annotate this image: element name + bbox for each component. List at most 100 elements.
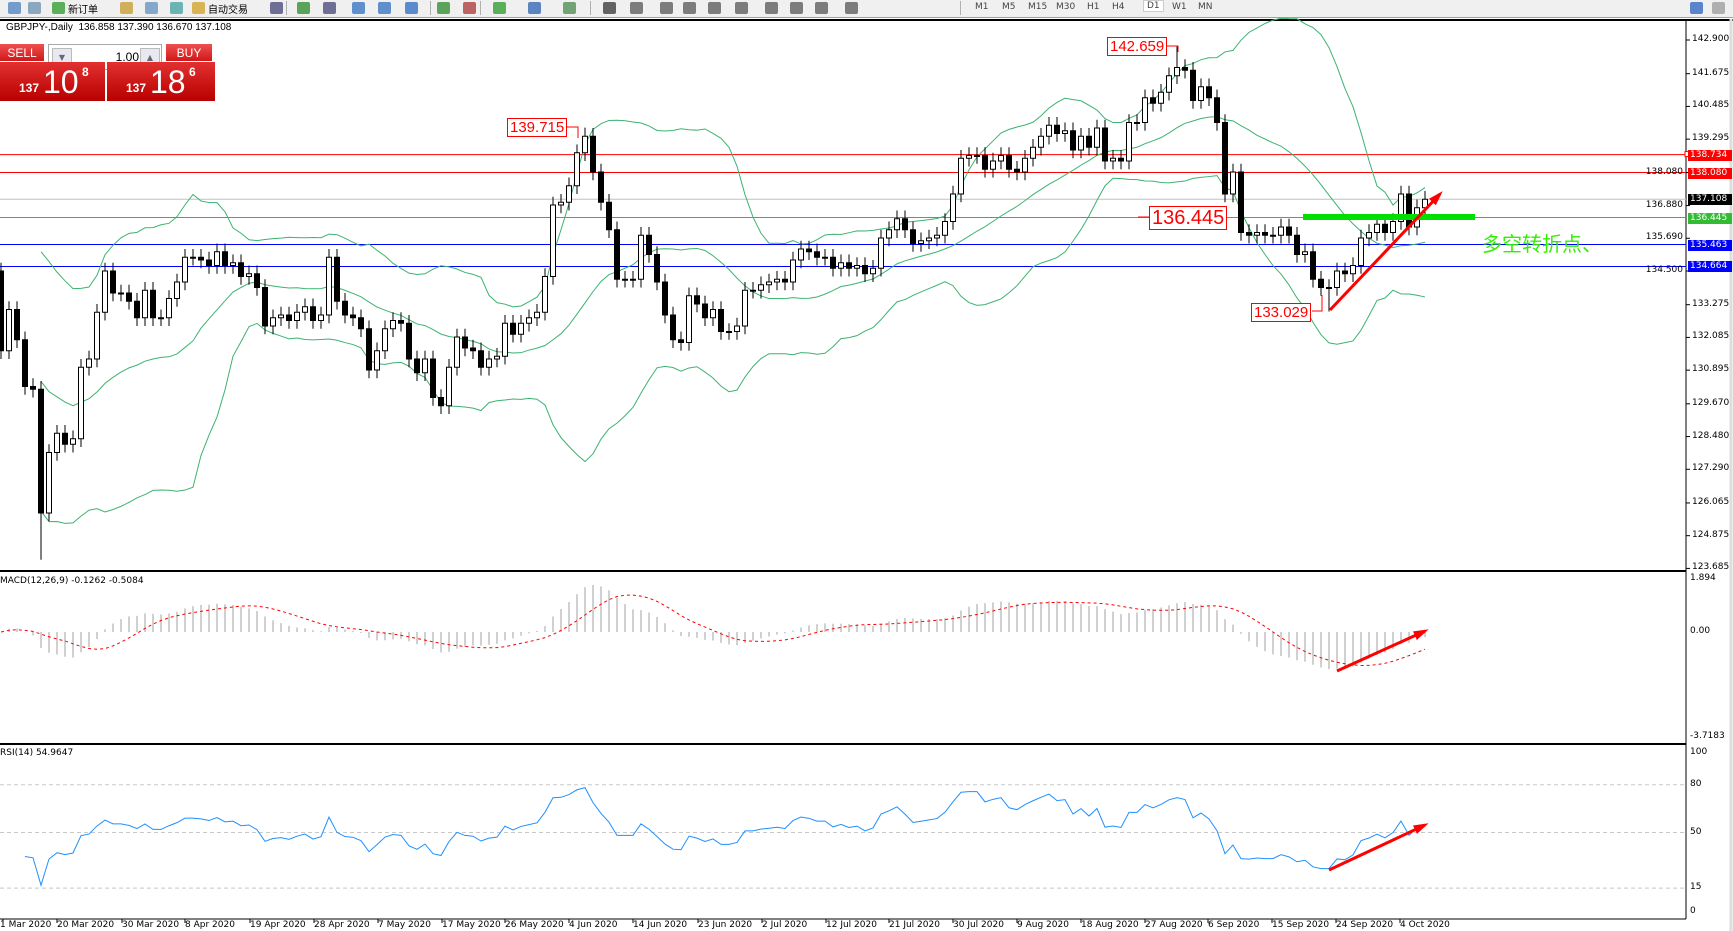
zoom-out-icon[interactable] (378, 1, 394, 15)
toolbar-separator (286, 1, 287, 15)
candle (902, 218, 908, 231)
zoom-icon[interactable] (28, 1, 44, 15)
candle (1070, 130, 1076, 151)
signal-icon[interactable] (170, 1, 186, 15)
auto-trading-icon[interactable]: 自动交易 (192, 1, 248, 16)
candle (1166, 75, 1172, 93)
tile-icon-glyph (405, 2, 418, 14)
bar-chart-icon[interactable] (270, 1, 286, 15)
timeframe-h4[interactable]: H4 (1112, 2, 1125, 12)
indicators-icon[interactable] (493, 1, 509, 15)
candle (782, 278, 788, 283)
candle (1326, 287, 1332, 289)
timeframe-m1[interactable]: M1 (975, 2, 989, 12)
candle (294, 311, 300, 321)
candle (6, 309, 12, 352)
candle (430, 358, 436, 398)
timeframe-m5[interactable]: M5 (1002, 2, 1016, 12)
price-tick-label: 127.290 (1692, 463, 1730, 474)
price-tick-label: 142.900 (1692, 34, 1730, 44)
timeframe-m15[interactable]: M15 (1028, 2, 1048, 12)
tile-icon[interactable] (405, 1, 421, 15)
equidistant-channel-icon[interactable] (735, 1, 751, 15)
periodicity-icon[interactable] (528, 1, 544, 15)
price-tag: 138.734 (1688, 149, 1732, 161)
buy-button[interactable]: BUY (166, 44, 212, 61)
sell-price-button[interactable]: 137 10 8 (0, 62, 105, 101)
book-icon-glyph (120, 2, 133, 14)
timeframe-m30[interactable]: M30 (1056, 2, 1076, 12)
bollinger-middle (40, 116, 1426, 407)
candle (558, 201, 564, 206)
arrows-icon[interactable] (845, 1, 861, 15)
trendline-icon[interactable] (708, 1, 724, 15)
candle (14, 309, 20, 341)
macd-tick-label: -3.7183 (1690, 730, 1725, 741)
horizontal-line-icon[interactable] (683, 1, 699, 15)
candle (1126, 122, 1132, 162)
candle (638, 234, 644, 280)
time-tick-label: 23 Jun 2020 (698, 920, 753, 930)
chart-shift-icon[interactable] (463, 1, 479, 15)
candle (438, 397, 444, 407)
templates-icon[interactable] (563, 1, 579, 15)
fibonacci-icon[interactable] (765, 1, 781, 15)
cursor-icon[interactable] (603, 1, 619, 15)
list-icon[interactable] (8, 1, 24, 15)
candle (790, 259, 796, 283)
candle (142, 289, 148, 319)
search-icon[interactable] (1690, 1, 1706, 15)
candle (766, 281, 772, 286)
line-chart-icon[interactable] (323, 1, 339, 15)
candle (510, 322, 516, 335)
timeframe-d1[interactable]: D1 (1143, 0, 1164, 12)
candle (606, 201, 612, 231)
candle (190, 256, 196, 259)
zoom-in-icon[interactable] (352, 1, 368, 15)
candle (1046, 124, 1052, 137)
candle (1230, 171, 1236, 195)
crosshair-icon-glyph (630, 2, 643, 14)
candle (70, 438, 76, 445)
equidistant-channel-icon-glyph (735, 2, 748, 14)
price-tick-label: 141.675 (1692, 67, 1730, 78)
new-order-icon[interactable]: 新订单 (52, 1, 98, 16)
candle-chart-icon[interactable] (297, 1, 313, 15)
chat-icon[interactable] (1712, 1, 1728, 15)
horizontal-line-icon-glyph (683, 2, 696, 14)
candle (950, 193, 956, 222)
rsi-tick-label: 80 (1690, 778, 1702, 789)
candle (1030, 146, 1036, 159)
timeframe-h1[interactable]: H1 (1087, 2, 1100, 12)
book-icon[interactable] (120, 1, 136, 15)
candle (1310, 251, 1316, 280)
vertical-line-icon-glyph (660, 2, 673, 14)
candle (1246, 232, 1252, 236)
bollinger-upper (40, 17, 1426, 308)
sell-button[interactable]: SELL (0, 44, 44, 61)
lot-size-input[interactable] (73, 48, 139, 66)
timeframe-w1[interactable]: W1 (1172, 2, 1187, 12)
candle (1302, 251, 1308, 255)
timeframe-mn[interactable]: MN (1198, 2, 1213, 12)
toolbar: 新订单 自动交易 M1 M5 M15 M30 H1 H4 D1 W1 MN (0, 0, 1733, 18)
text-label-icon[interactable] (815, 1, 831, 15)
candle (246, 273, 252, 277)
candle (1102, 127, 1108, 162)
vertical-line-icon[interactable] (660, 1, 676, 15)
price-tag: 134.664 (1688, 261, 1732, 273)
candle (1398, 193, 1404, 222)
annotation-leader (1167, 45, 1179, 52)
text-icon[interactable] (790, 1, 806, 15)
crosshair-icon[interactable] (630, 1, 646, 15)
price-annotation-low: 133.029 (1251, 303, 1312, 322)
lot-decrease-icon[interactable]: ▼ (52, 48, 72, 66)
candle (1278, 226, 1284, 236)
macd-signal-line (0, 594, 1426, 667)
autoscroll-icon[interactable] (437, 1, 453, 15)
time-tick-label: 4 Jun 2020 (569, 920, 618, 930)
cloud-icon[interactable] (145, 1, 161, 15)
buy-price-button[interactable]: 137 18 6 (107, 62, 215, 101)
candle (910, 229, 916, 244)
